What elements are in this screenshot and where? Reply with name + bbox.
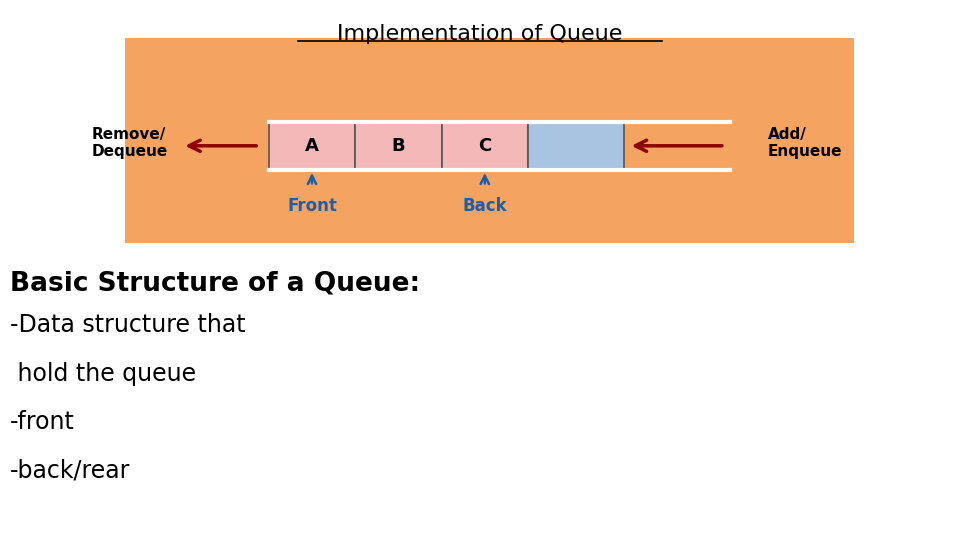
Text: -Data structure that: -Data structure that: [10, 313, 245, 337]
Bar: [442, 122, 528, 170]
Bar: [269, 122, 355, 170]
Text: -front: -front: [10, 410, 75, 434]
Text: C: C: [478, 137, 492, 155]
Text: Remove/
Dequeue: Remove/ Dequeue: [92, 127, 168, 159]
Text: Back: Back: [463, 197, 507, 215]
Bar: [355, 122, 442, 170]
Text: Implementation of Queue: Implementation of Queue: [337, 24, 623, 44]
Text: -back/rear: -back/rear: [10, 459, 130, 483]
Text: Basic Structure of a Queue:: Basic Structure of a Queue:: [10, 270, 420, 296]
Bar: [528, 122, 624, 170]
Text: Front: Front: [287, 197, 337, 215]
Text: B: B: [392, 137, 405, 155]
Text: A: A: [305, 137, 319, 155]
Text: Add/
Enqueue: Add/ Enqueue: [768, 127, 843, 159]
Text: hold the queue: hold the queue: [10, 362, 196, 386]
Bar: [125, 38, 854, 243]
